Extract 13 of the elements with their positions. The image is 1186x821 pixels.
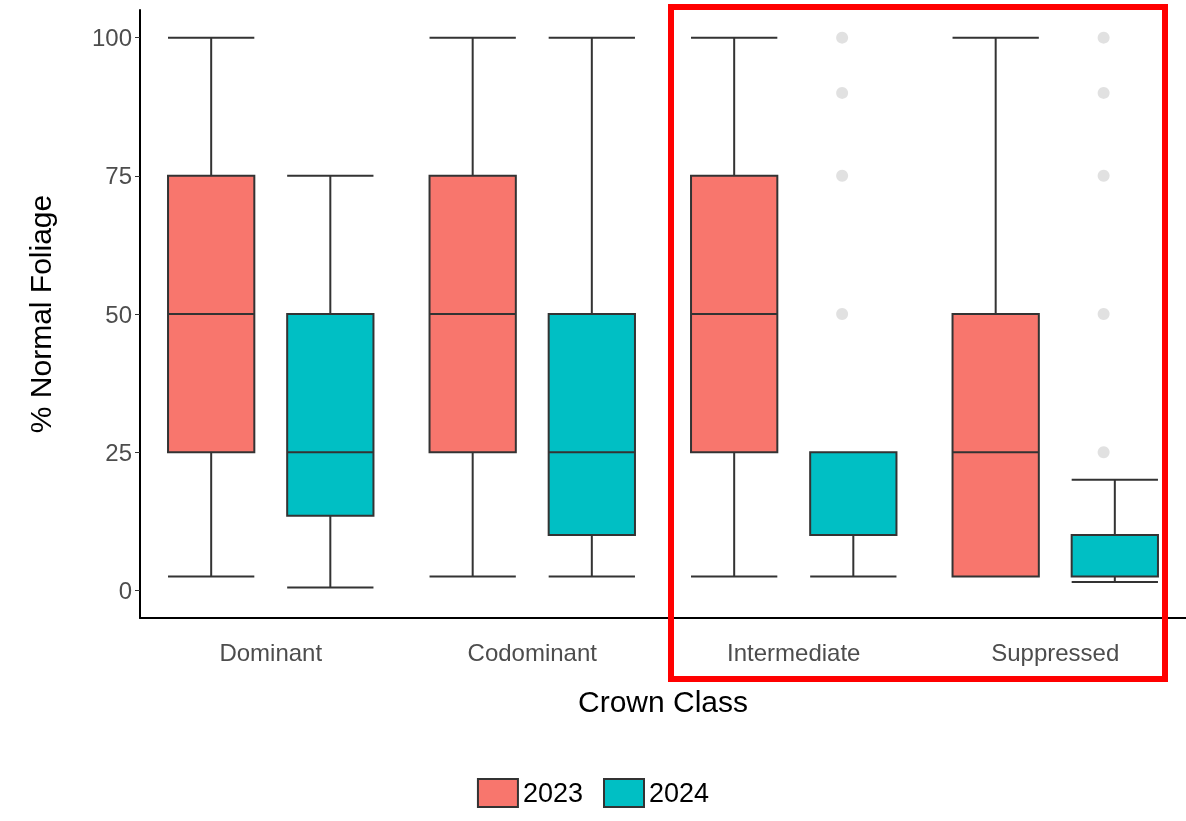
x-tick-label: Suppressed	[991, 638, 1120, 666]
x-tick-label: Dominant	[219, 638, 323, 666]
y-tick-label: 0	[118, 576, 132, 604]
x-axis-title: Crown Class	[577, 684, 749, 718]
x-tick-label: Intermediate	[727, 638, 861, 666]
legend-label: 2024	[649, 778, 710, 808]
y-tick-label: 50	[105, 300, 132, 328]
y-tick-label: 100	[91, 24, 132, 52]
y-axis-title: % Normal Foliage	[23, 194, 57, 434]
legend-label: 2023	[522, 778, 584, 808]
y-tick-label: 25	[105, 438, 132, 466]
y-tick-label: 75	[105, 162, 132, 190]
x-tick-label: Codominant	[467, 638, 598, 666]
